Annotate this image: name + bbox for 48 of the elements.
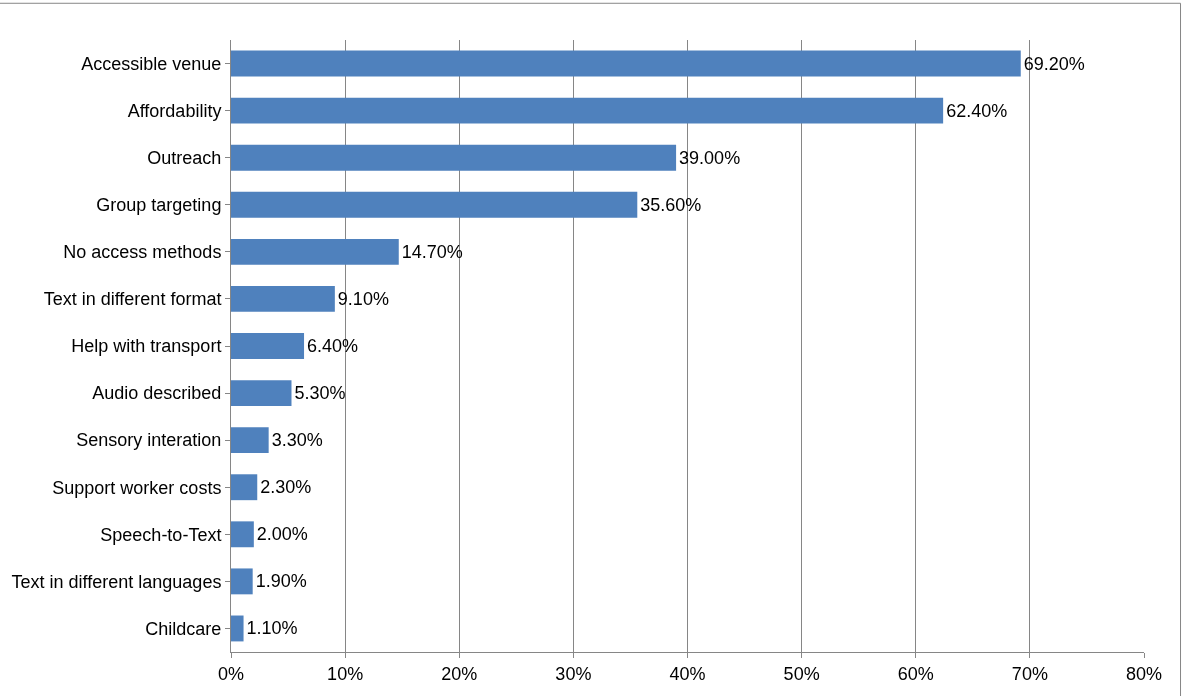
bar [231, 568, 253, 595]
x-tick-label: 50% [783, 663, 820, 684]
data-label: 6.40% [307, 336, 359, 356]
y-tick-label: No access methods [63, 242, 222, 263]
data-label: 2.30% [260, 477, 312, 498]
data-label: 69.20% [1023, 53, 1085, 74]
bar [231, 97, 944, 124]
data-label: 35.60% [640, 194, 702, 215]
y-tick-label: Text in different languages [11, 571, 222, 592]
x-tick-label: 30% [555, 663, 592, 684]
data-label: 1.10% [246, 618, 298, 639]
data-label: 39.00% [679, 147, 741, 168]
bar [231, 521, 254, 548]
bar [231, 333, 305, 359]
y-tick-label: Help with transport [71, 336, 222, 357]
y-tick-label: Childcare [145, 618, 222, 639]
x-tick-label: 20% [441, 663, 478, 684]
data-label: 14.70% [401, 241, 463, 262]
bar [231, 285, 335, 312]
data-label: 3.30% [271, 430, 323, 451]
bar [231, 144, 677, 171]
y-tick-label: Group targeting [96, 195, 222, 216]
x-tick-label: 10% [327, 663, 364, 684]
y-tick-label: Text in different format [43, 289, 222, 310]
bar [231, 615, 244, 642]
bar [231, 474, 258, 501]
data-label: 5.30% [294, 383, 346, 404]
data-label: 9.10% [337, 288, 389, 309]
y-tick-label: Sensory interation [76, 430, 222, 451]
bar [231, 427, 269, 454]
y-tick-label: Speech-to-Text [100, 524, 222, 545]
x-tick-label: 70% [1011, 663, 1048, 684]
bar [231, 380, 292, 407]
x-tick-label: 40% [669, 663, 706, 684]
x-tick-label: 0% [217, 663, 245, 684]
data-label: 1.90% [255, 571, 307, 592]
bar [231, 191, 638, 218]
x-tick-label: 80% [1125, 663, 1163, 684]
data-label: 2.00% [256, 524, 308, 545]
x-tick-label: 60% [897, 663, 934, 684]
y-tick-label: Audio described [92, 383, 222, 404]
y-tick-label: Accessible venue [81, 53, 222, 74]
y-tick-label: Outreach [147, 147, 222, 168]
bar [231, 50, 1021, 77]
data-label: 62.40% [946, 100, 1008, 121]
y-tick-label: Affordability [127, 100, 222, 121]
y-tick-label: Support worker costs [52, 477, 222, 498]
bar [231, 238, 399, 265]
